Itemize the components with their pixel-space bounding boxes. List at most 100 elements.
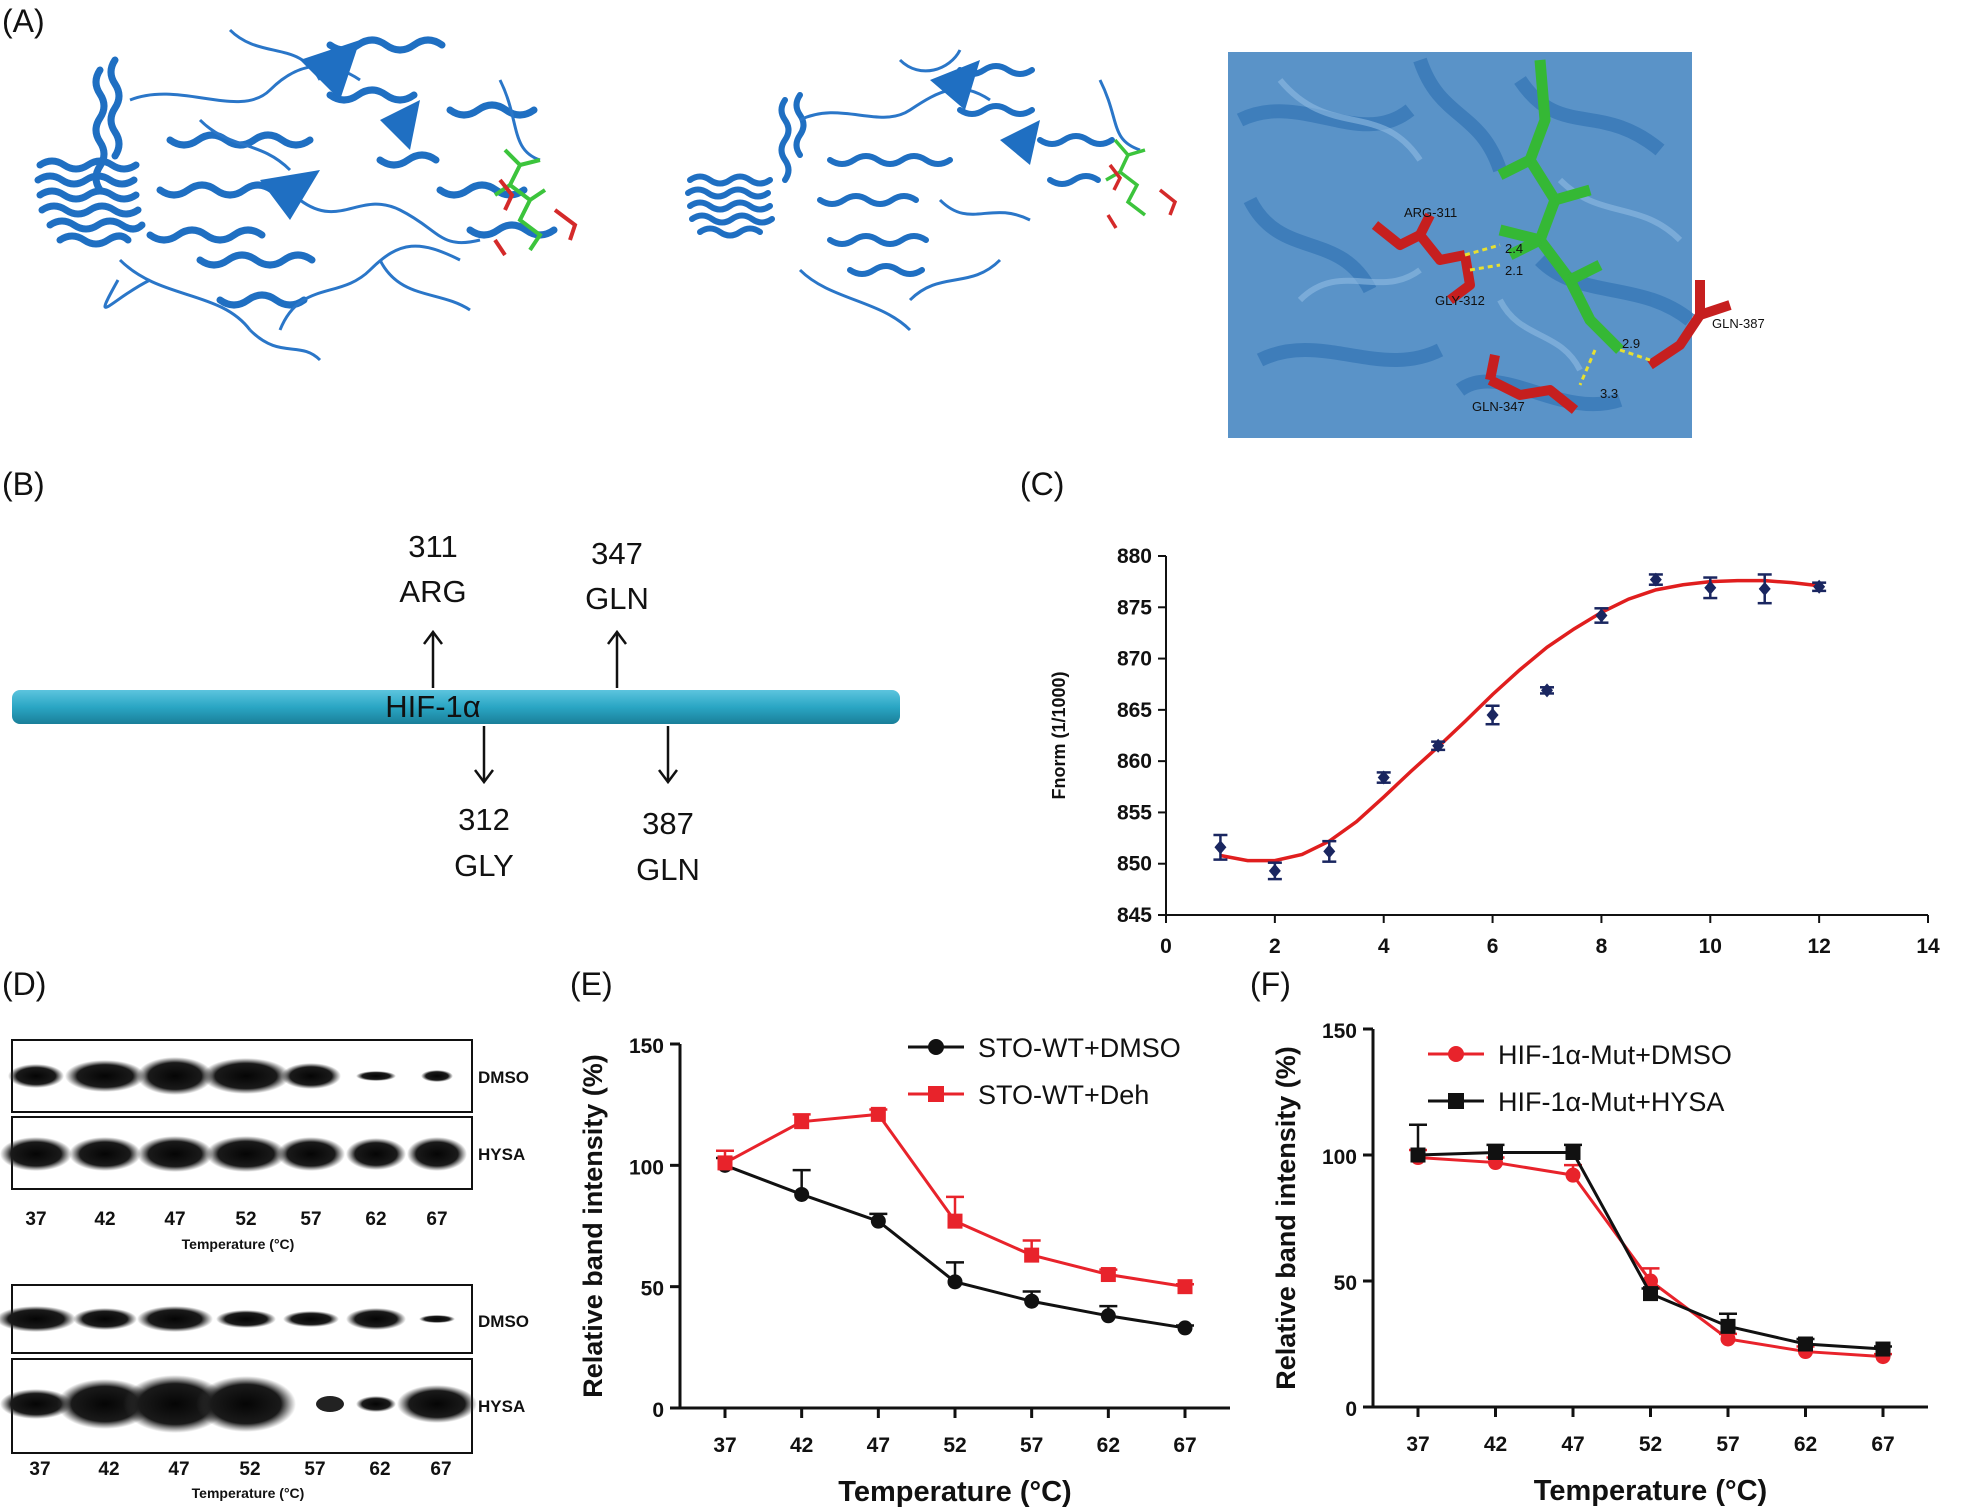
f-xlabel: Temperature (°C)	[1534, 1475, 1767, 1507]
blot-band-4-5	[316, 1396, 344, 1412]
blot-lane-label-2-7: 67	[430, 1459, 451, 1480]
e-marker-2-7	[1177, 1279, 1193, 1295]
e-marker-2-2	[794, 1114, 810, 1130]
residue-347-num: 347	[591, 536, 643, 571]
blot-band-1-1	[8, 1064, 64, 1088]
western-blot: DMSO HYSA DMSO HYSA 37 37 42 42 47 47 52 52 57 57…	[0, 1039, 529, 1501]
distance-label-1: 2.4	[1505, 241, 1523, 256]
blot-band-3-3	[137, 1306, 213, 1332]
c-y-tick-label: 845	[1117, 904, 1152, 927]
blot-lane-label-1-1: 37	[25, 1209, 46, 1230]
chart-e: 0 50 100 150 37 42 47 52 57 62 67 Temperature (°C) R…	[578, 1033, 1230, 1508]
f-marker-2-1	[1410, 1147, 1426, 1163]
blot-band-3-5	[283, 1311, 339, 1327]
residue-312-name: GLY	[454, 848, 514, 883]
f-marker-1-5	[1720, 1331, 1736, 1347]
residue-label-gln347: GLN-347	[1472, 399, 1525, 414]
binding-site-closeup: ARG-311 GLY-312 GLN-347 GLN-387 2.4 2.1 …	[1228, 52, 1765, 438]
c-x-tick-label: 0	[1160, 935, 1172, 958]
c-data-point-6	[1486, 707, 1499, 722]
f-y-tick-label: 150	[1322, 1020, 1357, 1043]
hif-bar	[12, 690, 900, 724]
blot-row-label-1: DMSO	[478, 1068, 529, 1087]
panel-label-d: (D)	[2, 966, 46, 1002]
f-y-tick-label: 0	[1345, 1398, 1357, 1421]
panel-label-c: (C)	[1020, 466, 1064, 502]
f-marker-2-6	[1798, 1336, 1813, 1352]
e-marker-2-6	[1100, 1267, 1116, 1283]
c-x-tick-label: 14	[1916, 935, 1940, 958]
residue-label-gln387: GLN-387	[1712, 316, 1765, 331]
blot-band-4-7	[397, 1385, 477, 1423]
c-data-point-2	[1268, 863, 1281, 878]
f-y-tick-label: 50	[1334, 1272, 1357, 1295]
e-y-tick-label: 100	[629, 1156, 664, 1179]
blot-lane-label-1-3: 47	[164, 1209, 185, 1230]
protein-structure-1	[34, 28, 578, 362]
c-y-tick-label: 860	[1117, 750, 1152, 773]
blot-band-1-3	[137, 1057, 213, 1095]
blot-lane-label-1-5: 57	[300, 1209, 321, 1230]
f-x-tick-label: 57	[1716, 1433, 1739, 1456]
c-y-tick-label: 855	[1117, 801, 1152, 824]
residue-312-num: 312	[458, 802, 510, 837]
residue-label-gly312: GLY-312	[1435, 293, 1485, 308]
e-x-tick-label: 37	[713, 1434, 736, 1457]
c-data-point-3	[1323, 844, 1336, 859]
c-x-tick-label: 4	[1378, 935, 1390, 958]
blot-lane-label-1-7: 67	[426, 1209, 447, 1230]
blot-xtitle-2: Temperature (°C)	[192, 1485, 305, 1501]
f-x-tick-label: 52	[1639, 1433, 1662, 1456]
blot-band-2-4	[206, 1136, 286, 1172]
blot-band-4-1	[0, 1389, 72, 1419]
c-data-point-7	[1541, 683, 1553, 698]
f-marker-2-3	[1565, 1144, 1581, 1160]
blot-band-1-5	[281, 1063, 341, 1089]
e-y-tick-label: 0	[652, 1399, 664, 1422]
c-y-tick-label: 850	[1117, 853, 1152, 876]
blot-band-2-7	[407, 1137, 467, 1171]
e-x-tick-label: 47	[867, 1434, 890, 1457]
blot-band-1-2	[65, 1060, 145, 1092]
f-marker-1-3	[1565, 1167, 1581, 1183]
f-x-tick-label: 37	[1406, 1433, 1429, 1456]
blot-band-1-7	[421, 1070, 453, 1082]
c-x-tick-label: 10	[1699, 935, 1722, 958]
e-marker-1-7	[1177, 1320, 1193, 1336]
e-marker-1-2	[794, 1186, 810, 1202]
e-x-tick-label: 42	[790, 1434, 813, 1457]
e-marker-2-1	[717, 1155, 733, 1171]
e-legend-label-1: STO-WT+DMSO	[978, 1033, 1181, 1063]
residue-387-num: 387	[642, 806, 694, 841]
f-series-line-1	[1417, 1156, 1884, 1359]
f-marker-2-2	[1488, 1144, 1503, 1160]
f-legend-label-2: HIF-1α-Mut+HYSA	[1498, 1087, 1724, 1117]
e-x-tick-label: 62	[1097, 1434, 1120, 1457]
c-y-tick-label: 880	[1117, 545, 1152, 568]
e-legend-label-2: STO-WT+Deh	[978, 1080, 1149, 1110]
blot-row-label-4: HYSA	[478, 1397, 525, 1416]
e-x-tick-label: 57	[1020, 1434, 1043, 1457]
blot-band-2-6	[346, 1138, 406, 1170]
blot-band-1-4	[202, 1058, 290, 1094]
f-ylabel: Relative band intensity (%)	[1271, 1046, 1301, 1390]
blot-band-3-7	[419, 1315, 455, 1323]
blot-band-2-1	[0, 1137, 72, 1171]
blot-lane-label-1-4: 52	[235, 1209, 256, 1230]
blot-lane-label-1-6: 62	[365, 1209, 386, 1230]
blot-lane-label-2-5: 57	[304, 1459, 325, 1480]
e-y-tick-label: 150	[629, 1035, 664, 1058]
panel-label-b: (B)	[2, 466, 45, 502]
f-marker-2-7	[1875, 1341, 1891, 1357]
f-x-tick-label: 42	[1484, 1433, 1507, 1456]
c-data-point-4	[1377, 770, 1390, 785]
f-x-tick-label: 67	[1871, 1433, 1894, 1456]
residue-347-name: GLN	[585, 581, 649, 616]
distance-label-4: 3.3	[1600, 386, 1618, 401]
f-legend-marker-2	[1448, 1093, 1464, 1109]
blot-xtitle-1: Temperature (°C)	[182, 1236, 295, 1252]
e-x-tick-label: 67	[1173, 1434, 1196, 1457]
panel-label-e: (E)	[570, 966, 613, 1002]
f-legend-marker-1	[1448, 1046, 1464, 1062]
hif-schematic: HIF-1α 311 ARG 347 GLN 312 GLY 387 GLN	[12, 529, 900, 887]
